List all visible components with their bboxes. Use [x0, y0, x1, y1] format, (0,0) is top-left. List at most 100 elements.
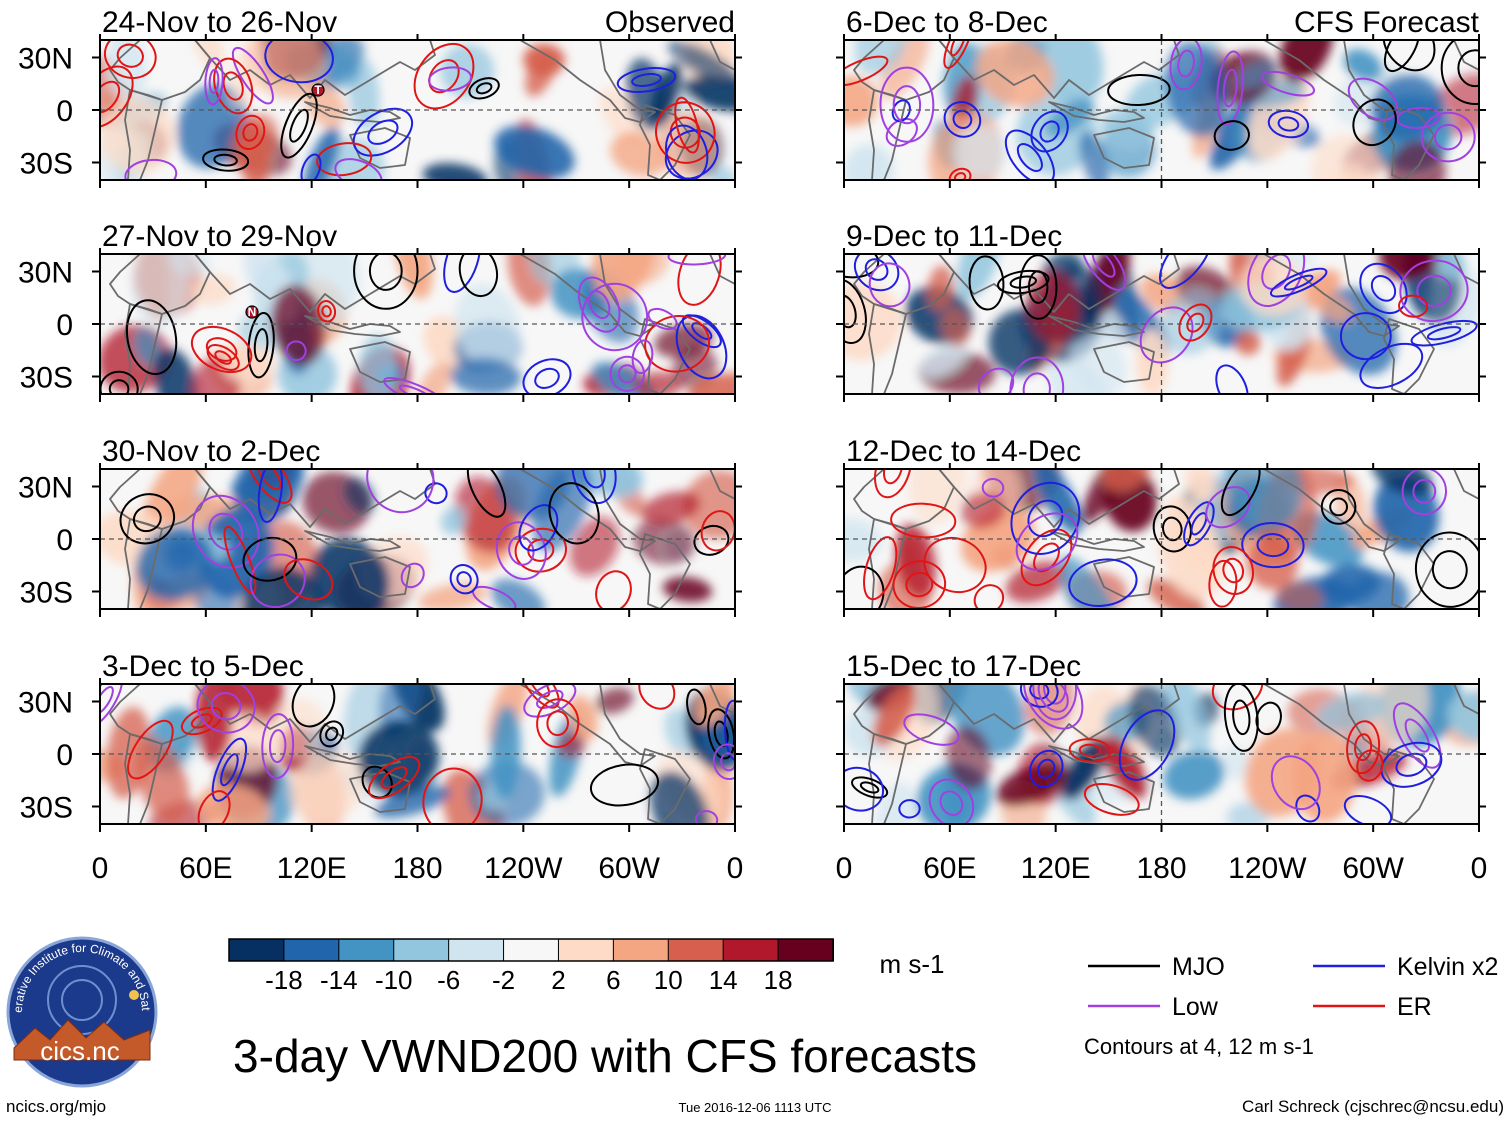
contour-line — [427, 66, 473, 92]
contour-line — [1401, 469, 1448, 516]
coastline-outline — [519, 254, 656, 337]
y-tick-label: 0 — [56, 309, 73, 342]
contour-line — [548, 482, 600, 545]
contour-line-inner — [100, 80, 121, 114]
panel-title: 24-Nov to 26-Nov — [102, 6, 337, 39]
filtered-wave-contours — [100, 684, 735, 824]
contour-line-inner — [380, 766, 408, 789]
observed-label: Observed — [605, 6, 735, 39]
coastline-outline — [1453, 469, 1479, 500]
panel-plot-area — [844, 40, 1479, 180]
coastlines — [109, 684, 735, 824]
contour-line — [1382, 40, 1436, 72]
contour-line — [424, 482, 448, 505]
contour-line-inner — [508, 535, 535, 566]
contour-line — [1068, 558, 1138, 607]
contour-line — [700, 510, 735, 552]
coastline-outline — [938, 684, 1180, 743]
y-tick-label: 30N — [18, 43, 73, 76]
contour-line — [190, 325, 253, 374]
storm-marker-circle — [311, 83, 325, 97]
panel-title: 9-Dec to 11-Dec — [846, 220, 1062, 253]
storm-marker: T — [311, 83, 325, 97]
y-tick-label: 30S — [20, 577, 73, 610]
contour-line — [1440, 40, 1479, 105]
contour-line-inner — [720, 752, 735, 772]
map-panel: 30N 0 30S 3-Dec to 5-Dec 0 60E 120E 180 120W 60W 0 — [18, 650, 743, 885]
x-tick-label: 0 — [92, 852, 109, 885]
contour-line — [1295, 794, 1321, 823]
contour-line — [100, 684, 124, 728]
coastline-outline — [868, 733, 907, 824]
contour-line — [903, 713, 960, 746]
contour-line — [103, 40, 157, 80]
contour-line — [317, 300, 337, 323]
contour-line — [1220, 469, 1261, 517]
contour-line — [413, 43, 475, 110]
coastline-outline — [349, 341, 411, 383]
colorbar-swatch — [667, 938, 725, 962]
contour-line-inner — [1329, 497, 1349, 517]
anomaly-blob — [567, 695, 598, 741]
anomaly-blob — [106, 706, 151, 799]
contour-line-inner — [367, 119, 399, 145]
colorbar-swatch — [557, 938, 615, 962]
contour-line-inner — [1404, 718, 1430, 753]
coastline-outline — [1453, 254, 1479, 285]
coastline-outline — [124, 733, 163, 824]
contour-line-inner — [253, 328, 269, 363]
contour-line — [283, 558, 334, 601]
anomaly-blob — [633, 518, 696, 565]
contour-line — [422, 767, 483, 824]
coastline-outline — [1048, 530, 1145, 552]
contour-line — [1023, 684, 1084, 730]
filtered-wave-contours — [119, 469, 735, 609]
x-tick-label: 180 — [392, 852, 442, 885]
contour-line-inner — [1412, 478, 1437, 504]
contour-line — [686, 688, 707, 726]
panel-plot-area — [100, 469, 735, 609]
contour-line — [609, 355, 646, 392]
contour-line — [1414, 531, 1479, 608]
contour-line — [1208, 559, 1238, 608]
colorbar-units: m s-1 — [880, 949, 945, 979]
map-panel: 30N 0 30S 30-Nov to 2-Dec — [18, 435, 742, 617]
x-tick-label: 120E — [1021, 852, 1091, 885]
contour-line-inner — [1426, 326, 1462, 341]
contour-line — [1212, 546, 1254, 595]
contour-line-inner — [257, 469, 282, 491]
colorbar-swatch — [283, 938, 340, 962]
anomaly-blob — [1343, 48, 1383, 82]
coastline-outline — [938, 40, 1180, 99]
contour-line — [211, 737, 248, 802]
contour-line-inner — [1222, 68, 1238, 108]
contour-line-inner — [428, 59, 460, 94]
anomaly-blob — [667, 40, 735, 86]
contour-line-inner — [1256, 533, 1290, 558]
contour-line-inner — [1078, 743, 1102, 758]
contour-line — [536, 698, 580, 749]
contour-line-inner — [1277, 116, 1300, 132]
anomaly-blob — [1315, 292, 1353, 323]
contour-line — [674, 96, 700, 154]
contour-line — [844, 766, 885, 812]
colorbar-tick-label: -18 — [265, 965, 303, 995]
contour-line — [261, 713, 295, 780]
anomaly-blob — [133, 328, 161, 367]
contour-line-inner — [222, 71, 244, 101]
coastlines — [853, 254, 1479, 394]
contour-line — [863, 536, 898, 601]
anomaly-blob — [610, 131, 669, 177]
coastline-outline — [1453, 40, 1479, 71]
contour-line-inner — [208, 512, 244, 551]
contour-line — [1213, 120, 1250, 151]
panel-title: 3-Dec to 5-Dec — [102, 650, 304, 683]
filtered-wave-contours — [844, 469, 1479, 609]
coastline-outline — [709, 40, 735, 71]
colorbar-swatch — [393, 938, 450, 962]
author-credit: Carl Schreck (cjschrec@ncsu.edu) — [1242, 1097, 1504, 1116]
contour-line — [638, 684, 676, 710]
anomaly-blob — [1245, 728, 1322, 817]
anomaly-blob — [872, 685, 916, 747]
anomaly-blob — [844, 75, 879, 127]
